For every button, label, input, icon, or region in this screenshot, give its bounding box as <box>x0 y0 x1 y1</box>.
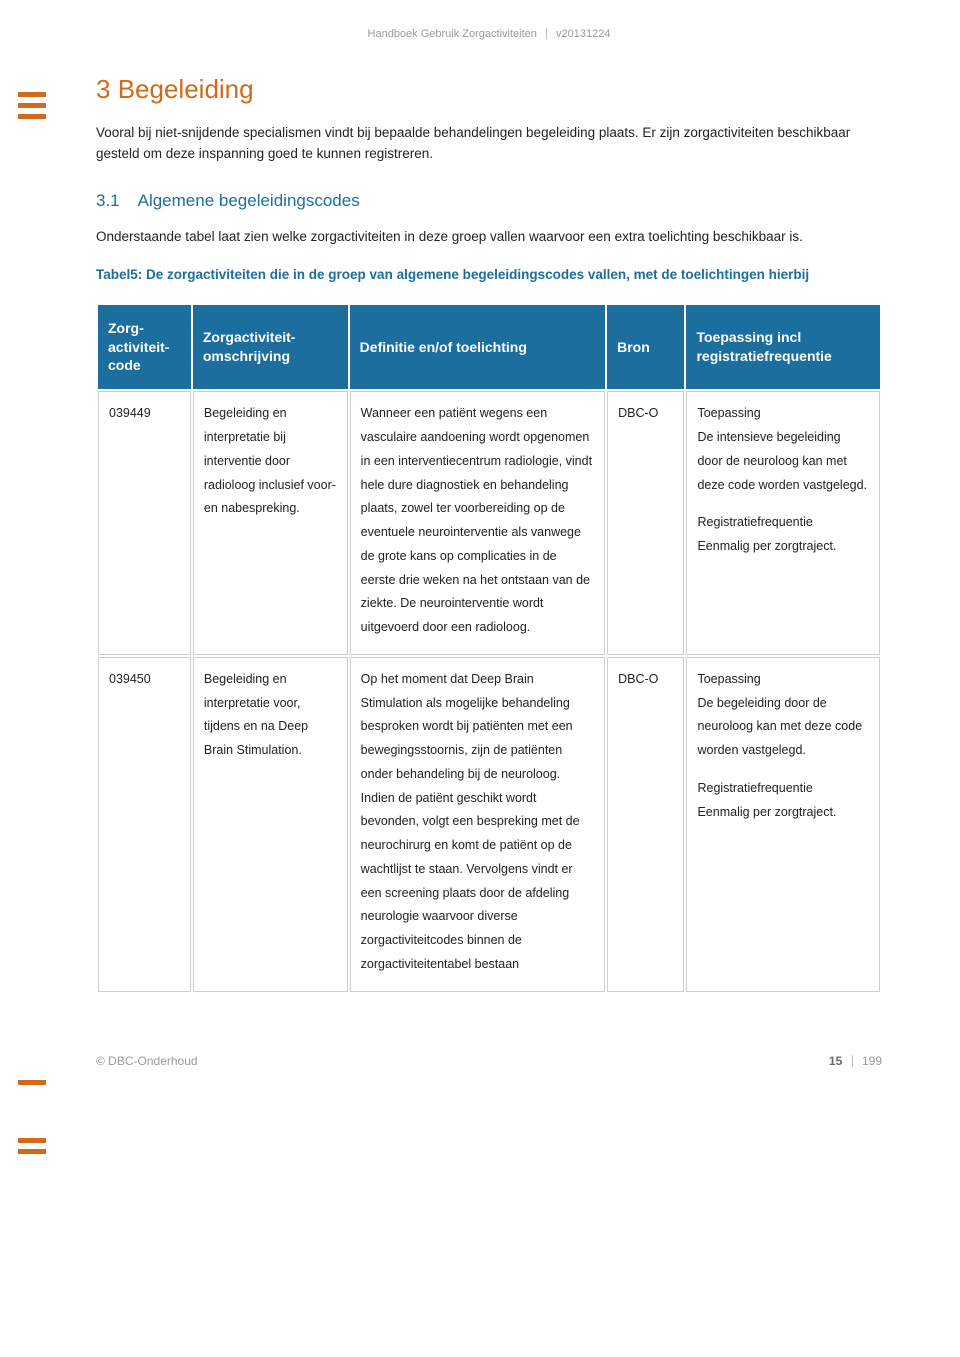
footer-page-indicator: 15 199 <box>829 1054 882 1068</box>
cell-omschrijving: Begeleiding en interpretatie voor, tijde… <box>193 657 348 992</box>
header-separator <box>546 28 547 39</box>
table-row: 039450 Begeleiding en interpretatie voor… <box>98 657 880 992</box>
page-footer: © DBC-Onderhoud 15 199 <box>96 1054 882 1068</box>
doc-version: v20131224 <box>556 28 610 40</box>
cell-bron: DBC-O <box>607 657 684 992</box>
subsection-number: 3.1 <box>96 191 120 210</box>
subsection-heading: 3.1 Algemene begeleidingscodes <box>96 191 882 211</box>
subsection-intro: Onderstaande tabel laat zien welke zorga… <box>96 227 882 248</box>
page-current: 15 <box>829 1054 842 1068</box>
toepassing-label: Toepassing <box>697 668 869 692</box>
doc-title: Handboek Gebruik Zorgactiviteiten <box>368 28 537 40</box>
cell-code: 039449 <box>98 391 191 655</box>
cell-bron: DBC-O <box>607 391 684 655</box>
footer-copyright: © DBC-Onderhoud <box>96 1054 198 1068</box>
table-caption: Tabel5: De zorgactiviteiten die in de gr… <box>96 266 882 285</box>
cell-toepassing: Toepassing De intensieve begeleiding doo… <box>686 391 880 655</box>
table-header-row: Zorg-activiteit-code Zorgactiviteit-omsc… <box>98 305 880 390</box>
codes-table: Zorg-activiteit-code Zorgactiviteit-omsc… <box>96 303 882 994</box>
page-body: Handboek Gebruik Zorgactiviteiten v20131… <box>0 0 960 1108</box>
running-header: Handboek Gebruik Zorgactiviteiten v20131… <box>96 28 882 40</box>
freq-text: Eenmalig per zorgtraject. <box>697 539 836 553</box>
col-header-omschrijving: Zorgactiviteit-omschrijving <box>193 305 348 390</box>
toepassing-text: De intensieve begeleiding door de neurol… <box>697 430 867 492</box>
col-header-code: Zorg-activiteit-code <box>98 305 191 390</box>
freq-label: Registratiefrequentie <box>697 511 869 535</box>
cell-definitie: Wanneer een patiënt wegens een vasculair… <box>350 391 605 655</box>
freq-label: Registratiefrequentie <box>697 777 869 801</box>
table-row: 039449 Begeleiding en interpretatie bij … <box>98 391 880 655</box>
toepassing-label: Toepassing <box>697 402 869 426</box>
section-heading: 3 Begeleiding <box>96 74 882 105</box>
col-header-definitie: Definitie en/of toelichting <box>350 305 605 390</box>
section-intro: Vooral bij niet-snijdende specialismen v… <box>96 123 882 165</box>
cell-omschrijving: Begeleiding en interpretatie bij interve… <box>193 391 348 655</box>
cell-code: 039450 <box>98 657 191 992</box>
col-header-bron: Bron <box>607 305 684 390</box>
page-total: 199 <box>862 1054 882 1068</box>
margin-ornament-low-2 <box>18 1138 46 1160</box>
cell-definitie: Op het moment dat Deep Brain Stimulation… <box>350 657 605 992</box>
freq-text: Eenmalig per zorgtraject. <box>697 805 836 819</box>
section-title: Begeleiding <box>118 74 254 104</box>
col-header-toepassing: Toepassing incl registratiefrequentie <box>686 305 880 390</box>
section-number: 3 <box>96 74 110 104</box>
toepassing-text: De begeleiding door de neuroloog kan met… <box>697 696 862 758</box>
subsection-title: Algemene begeleidingscodes <box>138 191 360 210</box>
footer-separator <box>852 1055 853 1067</box>
cell-toepassing: Toepassing De begeleiding door de neurol… <box>686 657 880 992</box>
